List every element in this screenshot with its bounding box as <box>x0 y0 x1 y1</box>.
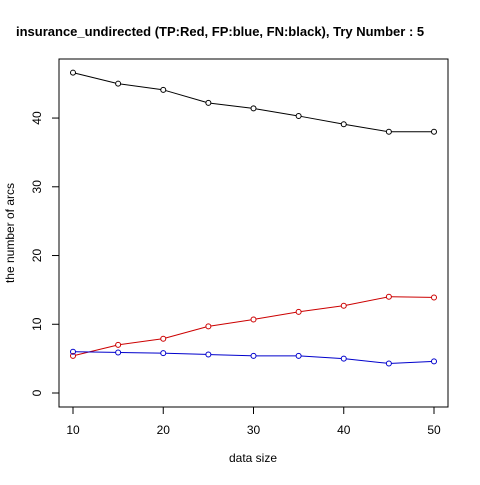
series-line-segment <box>120 338 161 346</box>
data-point <box>115 341 122 348</box>
series-line-segment <box>346 124 387 132</box>
data-point <box>70 348 76 355</box>
series-line-segment <box>75 351 116 353</box>
data-point <box>115 349 122 356</box>
series-line-segment <box>391 296 432 298</box>
data-point <box>431 128 437 135</box>
data-point <box>431 358 437 365</box>
data-point <box>70 352 76 359</box>
data-point <box>295 112 302 119</box>
chart-title: insurance_undirected (TP:Red, FP:blue, F… <box>16 24 424 39</box>
series-line-segment <box>120 83 161 91</box>
series-line-segment <box>210 102 252 109</box>
x-axis-title: data size <box>229 451 277 465</box>
data-point <box>295 352 302 359</box>
series-line-segment <box>255 108 297 117</box>
x-tick-label: 40 <box>337 423 351 437</box>
series-line-segment <box>165 352 206 355</box>
series-line-segment <box>75 72 116 84</box>
data-point <box>160 335 167 342</box>
data-point <box>340 355 347 362</box>
y-axis: 0 10 20 30 40 <box>30 111 59 396</box>
series-line-segment <box>75 344 116 356</box>
data-point <box>160 86 167 93</box>
data-point <box>205 99 212 106</box>
series-line-segment <box>165 90 207 103</box>
data-point <box>385 360 392 367</box>
series-line-segment <box>120 351 161 354</box>
series-0 <box>70 69 437 135</box>
data-point <box>70 69 76 76</box>
x-tick-label: 20 <box>157 423 171 437</box>
data-point <box>295 308 302 315</box>
data-point <box>431 294 437 301</box>
series-line-segment <box>346 358 387 364</box>
y-axis-title: the number of arcs <box>3 183 17 283</box>
data-point <box>385 293 392 300</box>
data-point <box>250 105 257 112</box>
data-point <box>250 352 257 359</box>
series-line-segment <box>300 115 342 125</box>
data-point <box>205 351 212 358</box>
series-line-segment <box>301 305 342 313</box>
data-point <box>205 323 212 330</box>
x-tick-label: 10 <box>66 423 80 437</box>
x-axis: 10 20 30 40 50 <box>66 407 441 437</box>
series-line-segment <box>346 296 387 306</box>
series-line-segment <box>210 354 252 357</box>
y-tick-label: 30 <box>30 180 44 194</box>
series-line-segment <box>391 360 432 364</box>
data-point <box>340 302 347 309</box>
y-tick-label: 10 <box>30 317 44 331</box>
x-tick-label: 30 <box>247 423 261 437</box>
series-2 <box>70 348 437 367</box>
data-point <box>385 128 392 135</box>
series-1 <box>70 293 437 359</box>
data-point <box>160 350 167 357</box>
series-layer <box>70 69 437 367</box>
series-line-segment <box>301 355 342 359</box>
series-line-segment <box>255 311 297 320</box>
series-line-segment <box>165 326 207 339</box>
y-tick-label: 20 <box>30 249 44 263</box>
series-line-segment <box>210 319 252 327</box>
x-tick-label: 50 <box>427 423 441 437</box>
data-point <box>340 121 347 128</box>
y-tick-label: 40 <box>30 111 44 125</box>
y-tick-label: 0 <box>30 389 44 396</box>
data-point <box>250 316 257 323</box>
data-point <box>115 80 122 87</box>
